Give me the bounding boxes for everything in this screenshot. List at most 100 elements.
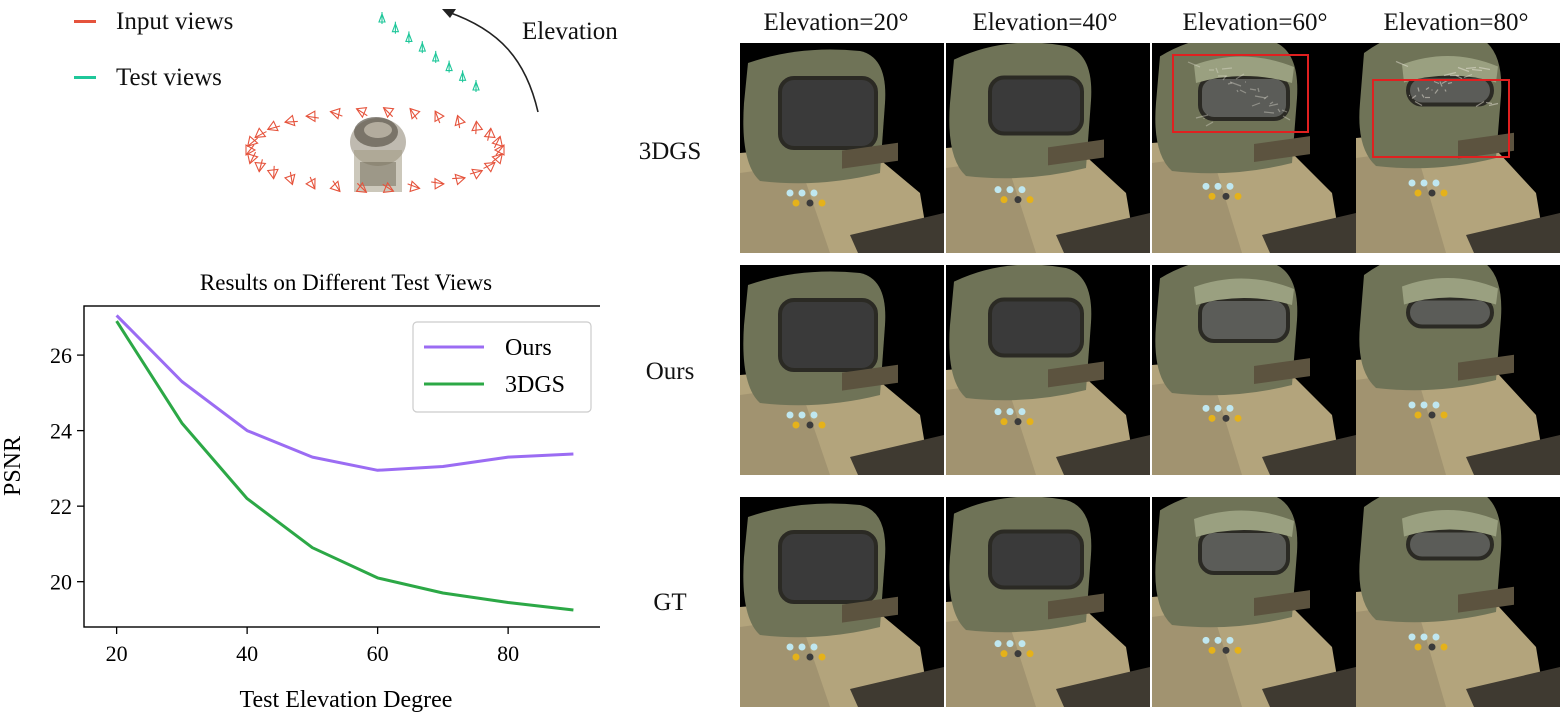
input-camera-icon: [266, 120, 281, 132]
retro-computer-illustration: [740, 49, 944, 253]
plot-frame: [83, 305, 600, 628]
test-views-label: Test views: [116, 64, 222, 91]
retro-computer-illustration: [1152, 265, 1356, 475]
input-view-cameras: [245, 107, 505, 193]
test-camera-icon: [472, 80, 480, 92]
chart-title: Results on Different Test Views: [200, 270, 492, 295]
column-header-elev-80: Elevation=80°: [1383, 9, 1529, 36]
input-camera-icon: [434, 110, 445, 124]
y-tick-label: 20: [50, 570, 72, 595]
column-header-elev-60: Elevation=60°: [1182, 9, 1328, 36]
retro-computer-illustration: [946, 43, 1150, 253]
input-camera-icon: [283, 114, 298, 127]
y-tick-label: 22: [50, 494, 72, 519]
input-views-swatch: [74, 20, 96, 23]
legend-label-ours: Ours: [505, 335, 552, 361]
render-gt-elev-20: [740, 497, 944, 707]
input-camera-icon: [247, 135, 259, 147]
artifact-highlight-box: [1372, 79, 1510, 158]
x-tick-label: 20: [106, 641, 128, 666]
x-axis-ticks: 20 40 60 80: [106, 627, 519, 666]
render-gt-elev-60: [1152, 497, 1356, 707]
row-label-ours: Ours: [645, 358, 695, 385]
column-header-elev-40: Elevation=40°: [972, 9, 1118, 36]
y-tick-label: 26: [50, 343, 72, 368]
test-camera-icon: [445, 60, 453, 73]
input-camera-icon: [254, 159, 267, 173]
render-gt-elev-80: [1356, 497, 1560, 707]
render-ours-elev-40: [946, 265, 1150, 475]
input-camera-icon: [491, 135, 503, 149]
legend-box: [412, 321, 592, 413]
input-camera-icon: [382, 107, 395, 119]
series-lines: [115, 314, 574, 612]
retro-computer-illustration: [1356, 43, 1560, 253]
test-camera-icon: [391, 21, 400, 34]
input-camera-icon: [283, 171, 296, 186]
test-camera-icon: [458, 70, 467, 83]
input-camera-icon: [469, 168, 484, 180]
chart-legend: Ours 3DGS: [412, 321, 592, 413]
input-camera-icon: [454, 114, 467, 129]
psnr-line-chart: Results on Different Test Views 20 22 24 26…: [0, 270, 600, 713]
render-ours-elev-80: [1356, 265, 1560, 475]
test-views-swatch: [74, 76, 96, 79]
y-tick-label: 24: [50, 419, 72, 444]
retro-computer-illustration: [1356, 265, 1560, 475]
retro-computer-illustration: [740, 503, 944, 707]
input-camera-icon: [382, 181, 395, 193]
render-3dgs-elev-20: [740, 43, 944, 253]
series-line-3dgs: [115, 320, 574, 612]
test-camera-icon: [418, 41, 427, 54]
render-ours-elev-60: [1152, 265, 1356, 475]
input-camera-icon: [355, 181, 368, 193]
test-camera-icon: [405, 31, 413, 44]
artifact-highlight-box: [1172, 54, 1309, 133]
point-cloud-object: [350, 117, 406, 192]
input-camera-icon: [452, 173, 467, 186]
retro-computer-illustration: [1152, 497, 1356, 707]
input-camera-icon: [431, 177, 445, 190]
input-views-label: Input views: [116, 8, 234, 35]
input-camera-icon: [471, 120, 484, 135]
input-camera-icon: [355, 107, 368, 119]
input-camera-icon: [329, 107, 343, 120]
input-camera-icon: [329, 180, 341, 193]
input-camera-icon: [245, 144, 257, 156]
test-view-cameras: [378, 12, 480, 92]
input-camera-icon: [483, 161, 496, 173]
input-camera-icon: [305, 176, 316, 190]
input-camera-icon: [483, 127, 496, 141]
retro-computer-illustration: [946, 497, 1150, 707]
elevation-label: Elevation: [522, 18, 618, 45]
column-header-elev-20: Elevation=20°: [763, 9, 909, 36]
retro-computer-illustration: [1356, 497, 1560, 707]
input-camera-icon: [305, 110, 319, 123]
render-3dgs-elev-80: [1356, 43, 1560, 253]
retro-computer-illustration: [1152, 43, 1356, 253]
x-axis-label: Test Elevation Degree: [240, 687, 453, 713]
row-label-3dgs: 3DGS: [638, 138, 702, 165]
retro-computer-illustration: [946, 265, 1150, 475]
input-camera-icon: [254, 127, 267, 139]
y-axis-label: PSNR: [0, 436, 26, 496]
elevation-arrowhead: [442, 9, 456, 18]
test-camera-icon: [431, 50, 440, 63]
x-tick-label: 60: [367, 641, 389, 666]
render-3dgs-elev-40: [946, 43, 1150, 253]
input-camera-icon: [247, 151, 259, 165]
elevation-arrow: [447, 11, 539, 113]
render-gt-elev-40: [946, 497, 1150, 707]
render-ours-elev-20: [740, 265, 944, 475]
retro-computer-illustration: [740, 271, 944, 475]
render-3dgs-elev-60: [1152, 43, 1356, 253]
row-label-gt: GT: [653, 589, 687, 616]
series-line-ours: [115, 314, 574, 472]
y-axis-ticks: 20 22 24 26: [50, 343, 84, 595]
camera-trajectory-diagram: [245, 9, 539, 193]
test-camera-icon: [378, 12, 386, 24]
legend-label-3dgs: 3DGS: [505, 372, 565, 398]
input-camera-icon: [409, 107, 421, 120]
input-camera-icon: [407, 180, 421, 193]
x-tick-label: 80: [497, 641, 519, 666]
